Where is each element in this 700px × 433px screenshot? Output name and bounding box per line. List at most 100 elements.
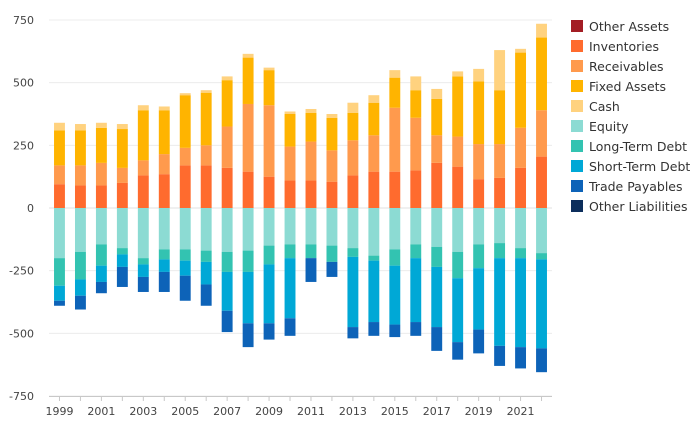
bar-segment-equity [221,208,233,252]
legend-swatch [571,120,583,132]
bar-segment-cash [284,111,296,114]
bar-segment-equity [116,208,128,249]
bar-segment-cash [326,114,338,118]
x-tick-label: 2001 [87,405,115,418]
legend-item-cash: Cash [571,96,690,116]
bar-segment-inventories [221,167,233,208]
bar-segment-inventories [95,185,107,208]
bar-segment-trade-payables [54,300,65,306]
bar-segment-trade-payables [431,327,443,351]
bar-segment-cash [137,105,149,111]
legend-item-long-term-debt: Long-Term Debt [571,136,690,156]
bar-segment-inventories [242,171,254,208]
bar-segment-trade-payables [473,329,485,354]
bar-segment-receivables [221,126,233,168]
bar-segment-trade-payables [452,342,464,360]
bar-segment-trade-payables [326,261,338,277]
bar-segment-inventories [347,175,359,208]
bar-segment-inventories [368,171,380,208]
bar-segment-long-term-debt [515,248,527,259]
bar-segment-fixed-assets [431,98,443,136]
bar-segment-trade-payables [368,322,380,336]
y-tick-label: 0 [27,202,34,215]
bar-segment-long-term-debt [116,248,128,255]
bar-segment-equity [74,208,86,252]
bar-segment-short-term-debt [74,279,86,296]
y-tick-label: 500 [13,77,34,90]
bar-segment-inventories [179,165,191,208]
bar-segment-trade-payables [158,271,170,292]
bar-segment-equity [242,208,254,251]
bar-segment-receivables [54,165,65,185]
legend-item-receivables: Receivables [571,56,690,76]
bar-segment-fixed-assets [368,102,380,136]
bar-segment-long-term-debt [221,251,233,272]
bar-segment-trade-payables [389,324,401,338]
bar-segment-short-term-debt [368,260,380,323]
bar-segment-fixed-assets [242,57,254,104]
bar-segment-trade-payables [179,275,191,301]
bar-segment-inventories [284,180,296,208]
x-tick-label: 2007 [213,405,241,418]
bar-segment-inventories [263,176,275,208]
bar-segment-short-term-debt [158,259,170,272]
bar-segment-inventories [473,179,485,208]
bar-segment-short-term-debt [54,285,65,301]
bar-segment-equity [368,208,380,256]
bar-segment-equity [473,208,485,245]
bar-segment-long-term-debt [368,255,380,261]
bar-segment-cash [179,93,191,96]
bar-segment-cash [410,76,422,91]
bar-segment-receivables [368,135,380,172]
bar-segment-trade-payables [347,327,359,339]
legend-item-other-liabilities: Other Liabilities [571,196,690,216]
bar-segment-long-term-debt [410,244,422,259]
bar-segment-inventories [410,170,422,208]
bar-segment-short-term-debt [431,266,443,328]
bar-segment-cash [95,122,107,128]
x-tick-label: 1999 [45,405,73,418]
bar-segment-cash [431,88,443,99]
bar-segment-receivables [158,154,170,175]
bar-segment-trade-payables [284,318,296,336]
bar-segment-inventories [452,166,464,208]
bar-segment-long-term-debt [431,246,443,267]
bar-segment-short-term-debt [263,264,275,324]
bar-segment-short-term-debt [536,259,547,349]
bar-segment-long-term-debt [473,244,485,269]
legend-item-short-term-debt: Short-Term Debt [571,156,690,176]
bar-segment-inventories [305,180,317,208]
bar-segment-fixed-assets [305,112,317,142]
bar-segment-trade-payables [515,347,527,369]
bar-segment-short-term-debt [137,264,149,277]
bar-segment-cash [368,95,380,103]
bar-segment-fixed-assets [200,92,212,146]
bar-segment-fixed-assets [221,80,233,127]
legend-swatch [571,60,583,72]
bar-segment-cash [242,53,254,58]
bar-segment-receivables [116,167,128,183]
bar-segment-fixed-assets [473,81,485,145]
bar-segment-equity [389,208,401,250]
bar-segment-long-term-debt [74,251,86,280]
legend-swatch [571,160,583,172]
bar-segment-inventories [536,156,547,208]
bars [54,23,547,373]
bar-segment-fixed-assets [515,52,527,128]
bar-segment-equity [515,208,527,249]
bar-segment-receivables [347,140,359,176]
bar-segment-short-term-debt [515,258,527,348]
legend-item-trade-payables: Trade Payables [571,176,690,196]
bar-segment-receivables [137,160,149,176]
bar-segment-equity [536,208,547,254]
bar-segment-long-term-debt [200,250,212,262]
bar-segment-trade-payables [95,281,107,294]
bar-segment-receivables [473,144,485,180]
legend-item-other-assets: Other Assets [571,16,690,36]
legend-item-equity: Equity [571,116,690,136]
x-tick-label: 2015 [381,405,409,418]
bar-segment-long-term-debt [326,245,338,262]
bar-segment-receivables [242,103,254,172]
x-tick-label: 2017 [423,405,451,418]
bar-segment-fixed-assets [179,95,191,148]
